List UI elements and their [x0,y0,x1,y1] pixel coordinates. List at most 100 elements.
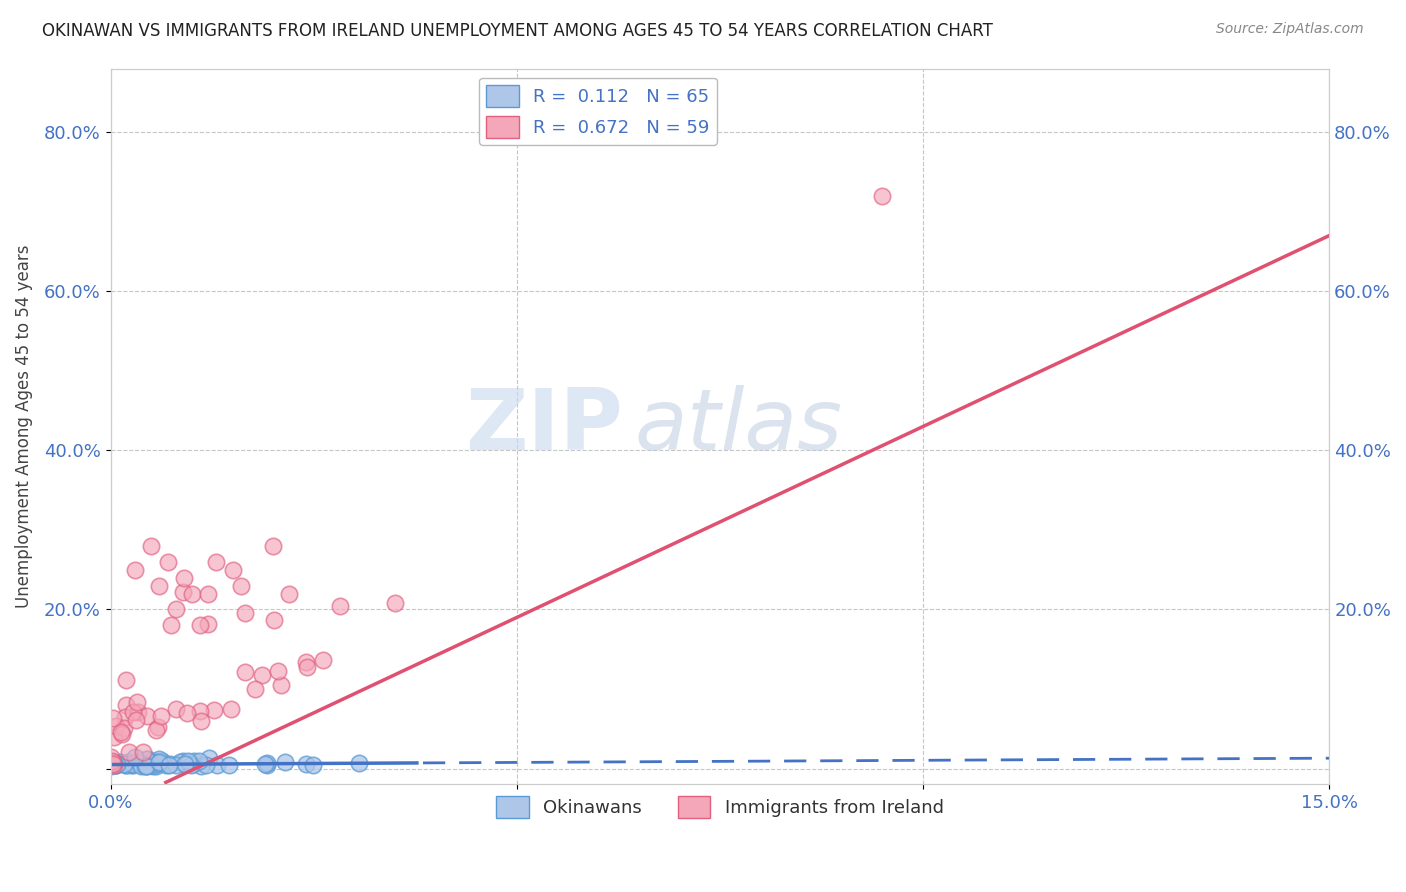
Point [384,596,406,610]
Point [187,755,209,769]
Point [149,755,172,769]
Point [294,756,316,771]
Point [253,756,276,771]
Point [135,758,157,772]
Point [174,756,197,771]
Point [294,655,316,669]
Point [202,703,225,717]
Point [129,756,152,770]
Point [872,188,894,202]
Point [101,757,124,772]
Point [127,706,149,720]
Point [172,585,194,599]
Point [256,756,278,770]
Point [188,705,211,719]
Point [135,752,157,766]
Text: ZIP: ZIP [465,385,623,468]
Point [145,756,167,770]
Point [221,563,243,577]
Point [172,754,194,768]
Point [111,727,134,741]
Point [139,757,162,772]
Y-axis label: Unemployment Among Ages 45 to 54 years: Unemployment Among Ages 45 to 54 years [15,244,32,608]
Point [146,720,169,734]
Point [233,665,256,680]
Point [329,599,352,614]
Point [302,758,325,772]
Point [128,755,150,769]
Point [103,711,125,725]
Point [312,653,335,667]
Point [190,714,212,728]
Point [104,758,127,772]
Point [129,756,152,771]
Point [176,706,198,720]
Point [114,673,136,687]
Point [105,757,128,772]
Point [156,555,179,569]
Point [121,758,143,772]
Point [197,617,219,632]
Point [100,755,122,769]
Point [139,756,162,770]
Point [180,758,202,772]
Point [295,660,318,674]
Point [229,578,252,592]
Point [165,602,187,616]
Point [125,713,148,727]
Point [155,757,177,772]
Text: OKINAWAN VS IMMIGRANTS FROM IRELAND UNEMPLOYMENT AMONG AGES 45 TO 54 YEARS CORRE: OKINAWAN VS IMMIGRANTS FROM IRELAND UNEM… [42,22,993,40]
Point [114,757,136,772]
Point [103,731,125,745]
Point [263,613,285,627]
Text: atlas: atlas [634,385,842,468]
Point [262,539,284,553]
Point [198,750,221,764]
Point [145,723,167,737]
Point [120,757,142,772]
Point [135,758,157,772]
Point [136,709,159,723]
Point [136,752,159,766]
Point [114,710,136,724]
Point [148,756,170,771]
Point [125,695,148,709]
Point [149,709,172,723]
Point [129,759,152,773]
Point [219,702,242,716]
Point [183,754,205,768]
Point [101,756,124,770]
Point [131,758,153,772]
Point [121,756,143,771]
Point [159,757,181,772]
Point [142,758,165,772]
Point [181,586,204,600]
Point [103,758,125,772]
Point [117,745,139,759]
Point [177,754,200,768]
Point [103,756,125,770]
Point [243,681,266,696]
Point [141,539,163,553]
Point [139,757,162,772]
Point [169,756,191,770]
Point [100,758,122,772]
Point [112,722,135,736]
Point [273,755,295,769]
Point [218,758,240,772]
Point [150,754,173,768]
Point [100,750,122,764]
Point [267,664,290,678]
Point [104,758,127,772]
Point [197,586,219,600]
Point [205,758,228,772]
Point [256,758,278,772]
Point [173,757,195,772]
Point [114,698,136,713]
Point [165,702,187,716]
Point [143,755,166,769]
Point [115,757,138,772]
Point [124,563,146,577]
Point [194,757,217,772]
Point [110,725,132,739]
